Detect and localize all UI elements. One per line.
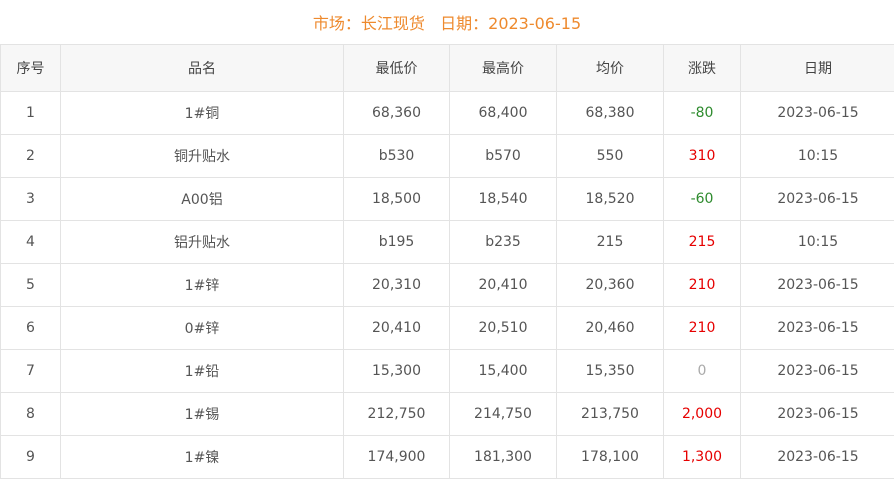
cell-date: 2023-06-15: [740, 91, 894, 135]
cell-high-price: 214,750: [449, 392, 557, 436]
cell-avg-price: 20,360: [556, 263, 664, 307]
cell-avg-price: 215: [556, 220, 664, 264]
cell-name: 1#镍: [60, 435, 344, 479]
table-row: 1 1#铜 68,360 68,400 68,380 -80 2023-06-15: [0, 91, 894, 135]
cell-index: 5: [0, 263, 61, 307]
header-high-price: 最高价: [449, 44, 557, 92]
cell-high-price: 20,510: [449, 306, 557, 350]
header-index: 序号: [0, 44, 61, 92]
table-row: 9 1#镍 174,900 181,300 178,100 1,300 2023-06-15: [0, 435, 894, 479]
cell-index: 9: [0, 435, 61, 479]
cell-high-price: 68,400: [449, 91, 557, 135]
cell-avg-price: 68,380: [556, 91, 664, 135]
cell-high-price: 181,300: [449, 435, 557, 479]
cell-name: 1#铜: [60, 91, 344, 135]
header-change: 涨跌: [663, 44, 741, 92]
cell-low-price: 212,750: [343, 392, 450, 436]
table-row: 6 0#锌 20,410 20,510 20,460 210 2023-06-15: [0, 306, 894, 350]
cell-high-price: 20,410: [449, 263, 557, 307]
cell-index: 3: [0, 177, 61, 221]
cell-name: 1#铅: [60, 349, 344, 393]
cell-change: 2,000: [663, 392, 741, 436]
cell-low-price: 18,500: [343, 177, 450, 221]
cell-low-price: b195: [343, 220, 450, 264]
cell-index: 7: [0, 349, 61, 393]
table-row: 3 A00铝 18,500 18,540 18,520 -60 2023-06-15: [0, 177, 894, 221]
cell-change: 1,300: [663, 435, 741, 479]
cell-name: A00铝: [60, 177, 344, 221]
price-table: 序号 品名 最低价 最高价 均价 涨跌 日期 1 1#铜 68,360 68,400 68,380-…: [0, 44, 894, 479]
header-name: 品名: [60, 44, 344, 92]
cell-high-price: 15,400: [449, 349, 557, 393]
cell-date: 2023-06-15: [740, 177, 894, 221]
cell-avg-price: 178,100: [556, 435, 664, 479]
header-avg-price: 均价: [556, 44, 664, 92]
cell-change: -80: [663, 91, 741, 135]
cell-date: 2023-06-15: [740, 349, 894, 393]
table-row: 8 1#锡 212,750 214,750 213,750 2,000 2023-06-15: [0, 392, 894, 436]
header-low-price: 最低价: [343, 44, 450, 92]
cell-change: 210: [663, 263, 741, 307]
cell-index: 4: [0, 220, 61, 264]
cell-change: 210: [663, 306, 741, 350]
cell-avg-price: 213,750: [556, 392, 664, 436]
cell-index: 1: [0, 91, 61, 135]
table-row: 2 铜升贴水 b530 b570 550 310 10:15: [0, 134, 894, 178]
cell-low-price: 68,360: [343, 91, 450, 135]
cell-date: 2023-06-15: [740, 306, 894, 350]
cell-date: 2023-06-15: [740, 392, 894, 436]
cell-change: 215: [663, 220, 741, 264]
cell-index: 8: [0, 392, 61, 436]
cell-high-price: b570: [449, 134, 557, 178]
cell-low-price: b530: [343, 134, 450, 178]
cell-high-price: 18,540: [449, 177, 557, 221]
cell-date: 10:15: [740, 134, 894, 178]
cell-avg-price: 20,460: [556, 306, 664, 350]
market-title: 市场：长江现货 日期：2023-06-15: [312, 14, 582, 33]
cell-avg-price: 15,350: [556, 349, 664, 393]
cell-change: -60: [663, 177, 741, 221]
table-row: 7 1#铅 15,300 15,400 15,350 0 2023-06-15: [0, 349, 894, 393]
cell-date: 2023-06-15: [740, 263, 894, 307]
table-row: 4 铝升贴水 b195 b235 215 215 10:15: [0, 220, 894, 264]
cell-low-price: 20,410: [343, 306, 450, 350]
table-row: 5 1#锌 20,310 20,410 20,360 210 2023-06-15: [0, 263, 894, 307]
cell-low-price: 15,300: [343, 349, 450, 393]
cell-low-price: 20,310: [343, 263, 450, 307]
cell-index: 2: [0, 134, 61, 178]
cell-avg-price: 18,520: [556, 177, 664, 221]
table-header: 序号 品名 最低价 最高价 均价 涨跌 日期: [0, 44, 894, 92]
cell-high-price: b235: [449, 220, 557, 264]
cell-change: 310: [663, 134, 741, 178]
header-date: 日期: [740, 44, 894, 92]
cell-name: 铝升贴水: [60, 220, 344, 264]
cell-name: 0#锌: [60, 306, 344, 350]
cell-name: 1#锌: [60, 263, 344, 307]
cell-index: 6: [0, 306, 61, 350]
cell-change: 0: [663, 349, 741, 393]
cell-avg-price: 550: [556, 134, 664, 178]
cell-date: 2023-06-15: [740, 435, 894, 479]
cell-name: 铜升贴水: [60, 134, 344, 178]
cell-low-price: 174,900: [343, 435, 450, 479]
cell-date: 10:15: [740, 220, 894, 264]
cell-name: 1#锡: [60, 392, 344, 436]
